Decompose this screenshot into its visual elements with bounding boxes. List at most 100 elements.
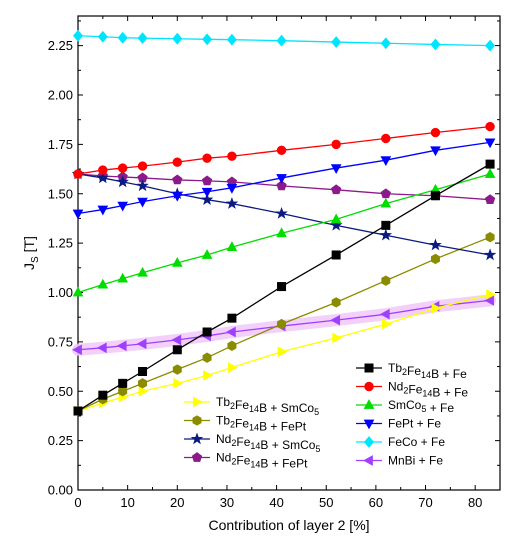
plot-frame bbox=[77, 15, 501, 491]
legend-marker bbox=[193, 396, 203, 408]
data-point bbox=[117, 272, 129, 283]
legend-label-sub: 14 bbox=[250, 441, 260, 451]
x-tick-label: 60 bbox=[369, 495, 383, 510]
legend-item: Tb2Fe14B + SmCo5 bbox=[184, 395, 319, 417]
legend-label-part: MnBi + Fe bbox=[388, 454, 443, 468]
data-point bbox=[72, 209, 84, 220]
data-point bbox=[137, 266, 148, 277]
legend-label-sub: 2 bbox=[403, 386, 408, 396]
data-point bbox=[430, 127, 441, 138]
legend-label-part: Fe bbox=[408, 383, 422, 397]
y-tick-label: 1.75 bbox=[48, 137, 73, 152]
data-point bbox=[171, 334, 182, 346]
data-point bbox=[203, 370, 213, 381]
legend-label-part: FeCo + Fe bbox=[388, 435, 445, 449]
data-point bbox=[381, 133, 391, 144]
data-point bbox=[172, 32, 183, 45]
legend-label: Nd2Fe14B + Fe bbox=[388, 380, 468, 400]
x-tick-label: 0 bbox=[74, 495, 81, 510]
legend-label-part: B + Fe bbox=[432, 386, 468, 400]
legend-label-part: Fe bbox=[407, 364, 421, 378]
y-axis-title: JS [T] bbox=[21, 236, 41, 270]
data-point bbox=[277, 346, 288, 358]
series-1 bbox=[73, 121, 495, 179]
legend-label-sub: 2 bbox=[230, 420, 235, 430]
legend-item: Nd2Fe14B + FePt bbox=[184, 451, 308, 471]
legend-label-sub: 5 bbox=[315, 444, 320, 454]
legend-label: FePt + Fe bbox=[388, 417, 441, 431]
data-point bbox=[117, 163, 128, 173]
legend-item: Tb2Fe14B + FePt bbox=[184, 414, 307, 434]
legend-label-part: Tb bbox=[216, 395, 230, 409]
y-tick-label: 1.50 bbox=[48, 186, 73, 201]
data-point bbox=[485, 159, 495, 169]
data-point bbox=[136, 179, 149, 192]
x-tick-label: 30 bbox=[220, 495, 234, 510]
data-point bbox=[228, 362, 238, 373]
data-point bbox=[277, 282, 287, 292]
legend-label-part: SmCo bbox=[388, 398, 422, 412]
legend-label: Tb2Fe14B + Fe bbox=[388, 361, 467, 381]
data-point bbox=[202, 33, 213, 46]
data-point bbox=[331, 250, 341, 260]
legend-label-part: Nd bbox=[388, 380, 403, 394]
legend-marker bbox=[190, 432, 204, 445]
y-axis-title-unit: [T] bbox=[21, 236, 37, 256]
y-tick-label: 0.00 bbox=[48, 483, 73, 498]
y-axis-title-sub: S bbox=[30, 256, 41, 263]
data-point bbox=[137, 32, 148, 45]
data-point bbox=[331, 36, 342, 48]
legend-label-sub: 5 bbox=[314, 407, 319, 417]
legend-label-part: + Fe bbox=[426, 401, 454, 415]
data-point bbox=[171, 191, 183, 202]
series-8 bbox=[71, 167, 497, 261]
data-point bbox=[429, 238, 442, 251]
data-point bbox=[226, 33, 237, 46]
legend-label-part: Tb bbox=[216, 414, 230, 428]
y-axis-title-base: J bbox=[21, 263, 37, 270]
data-point bbox=[379, 308, 390, 320]
series-6 bbox=[74, 289, 496, 417]
legend-label-part: Fe bbox=[235, 417, 249, 431]
y-tick-label: 1.00 bbox=[48, 285, 73, 300]
legend-label: FeCo + Fe bbox=[388, 435, 445, 449]
series-4 bbox=[72, 29, 496, 52]
data-point bbox=[227, 151, 237, 161]
data-point bbox=[98, 390, 108, 400]
legend-label-part: B + FePt bbox=[259, 420, 307, 434]
legend-label-part: Fe bbox=[236, 454, 250, 468]
data-point bbox=[200, 193, 214, 205]
data-point bbox=[483, 248, 497, 261]
x-tick-label: 20 bbox=[170, 495, 184, 510]
data-point bbox=[381, 318, 392, 330]
data-point bbox=[227, 313, 237, 323]
data-point bbox=[380, 197, 392, 208]
data-point bbox=[172, 345, 182, 355]
data-point bbox=[201, 249, 213, 259]
data-point bbox=[276, 227, 287, 238]
legend-label: Tb2Fe14B + SmCo5 bbox=[216, 395, 319, 417]
series-layer bbox=[71, 29, 497, 417]
legend-label-part: B + SmCo bbox=[260, 438, 315, 452]
y-tick-label: 1.25 bbox=[48, 236, 73, 251]
legend-marker bbox=[192, 415, 202, 426]
x-tick-label: 80 bbox=[468, 495, 482, 510]
x-tick-label: 70 bbox=[418, 495, 432, 510]
legend-label-part: Tb bbox=[388, 361, 402, 375]
legend-label-sub: 14 bbox=[422, 389, 432, 399]
data-point bbox=[430, 146, 441, 157]
legend-label-sub: 14 bbox=[249, 404, 259, 414]
data-point bbox=[137, 161, 148, 171]
legend-marker bbox=[363, 399, 375, 409]
y-tick-label: 0.50 bbox=[48, 384, 73, 399]
legend-item: Nd2Fe14B + Fe bbox=[356, 380, 468, 400]
data-point bbox=[117, 201, 129, 212]
data-point bbox=[97, 205, 109, 216]
data-point bbox=[72, 344, 82, 356]
data-point bbox=[201, 175, 213, 186]
data-point bbox=[116, 340, 127, 352]
data-point bbox=[485, 232, 495, 243]
series-0 bbox=[73, 159, 495, 416]
legend-item: Nd2Fe14B + SmCo5 bbox=[184, 432, 320, 454]
data-point bbox=[380, 188, 391, 199]
